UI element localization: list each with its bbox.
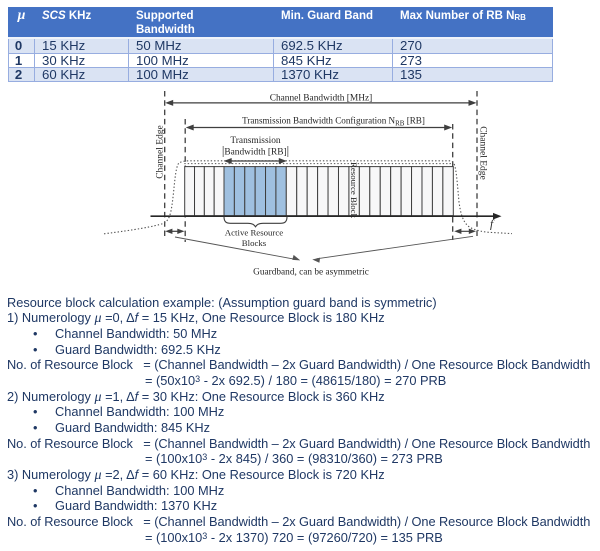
svg-text:Resource Block: Resource Block bbox=[349, 162, 359, 219]
svg-text:|Bandwidth [RB]|: |Bandwidth [RB]| bbox=[222, 143, 289, 157]
svg-text:Channel Edge: Channel Edge bbox=[156, 125, 166, 179]
svg-text:Guardband, can be asymmetric: Guardband, can be asymmetric bbox=[253, 267, 369, 277]
svg-text:f: f bbox=[490, 219, 495, 231]
svg-text:Channel Edge: Channel Edge bbox=[478, 126, 488, 180]
svg-text:Channel Bandwidth [MHz]: Channel Bandwidth [MHz] bbox=[270, 93, 373, 103]
svg-text:Transmission: Transmission bbox=[230, 136, 281, 146]
svg-text:Transmission Bandwidth Configu: Transmission Bandwidth Configuration NRB… bbox=[242, 115, 425, 127]
svg-text:Blocks: Blocks bbox=[242, 238, 267, 248]
svg-text:Active Resource: Active Resource bbox=[225, 228, 283, 238]
